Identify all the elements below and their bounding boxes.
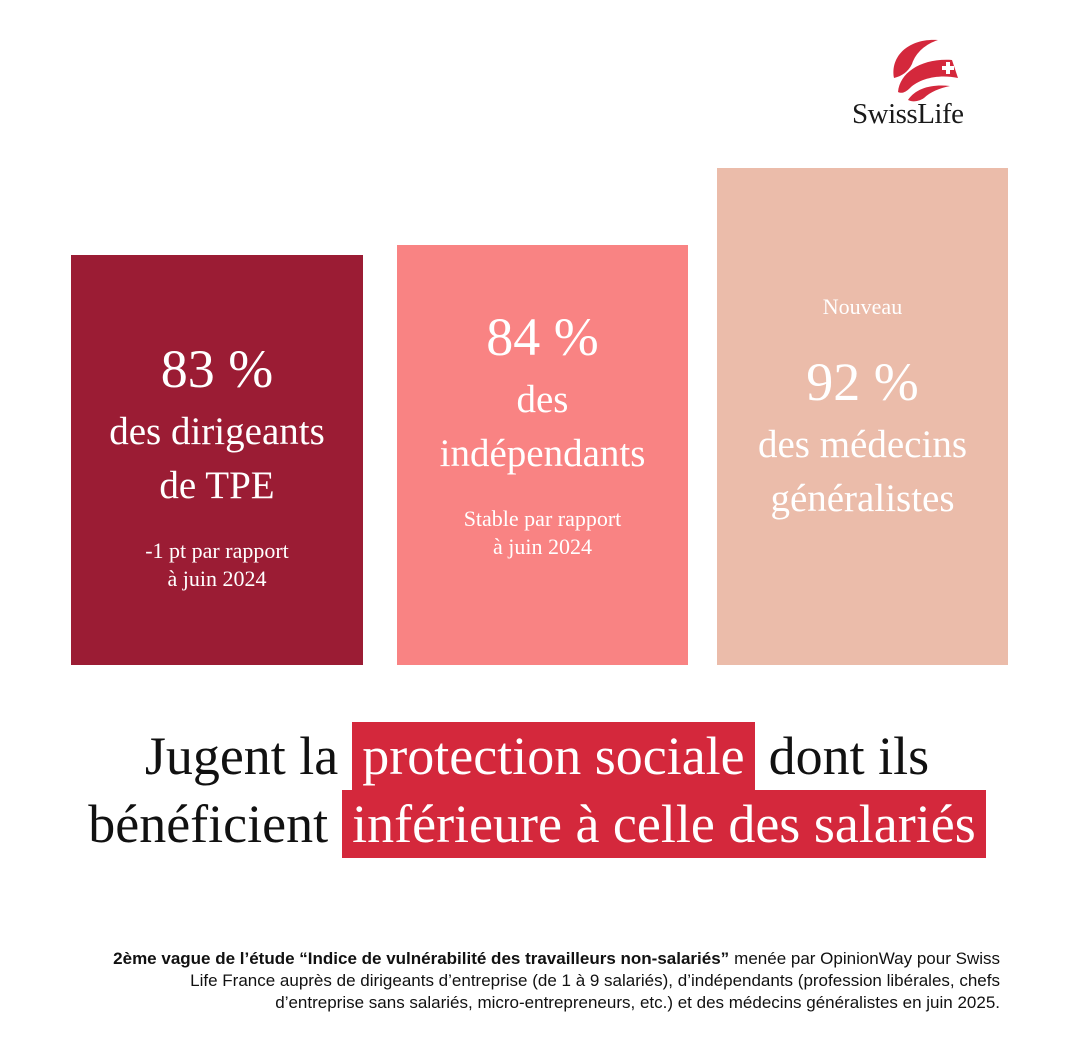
label-line: des médecins (757, 423, 967, 466)
card-note: Stable par rapport à juin 2024 (464, 505, 622, 561)
note-line: à juin 2024 (167, 566, 267, 591)
card-label: des indépendants (440, 373, 646, 481)
card-label: des médecins généralistes (758, 418, 967, 526)
card-value: 83 % (160, 339, 274, 399)
label-line: de TPE (159, 464, 275, 507)
footnote-text: menée par OpinionWay pour Swiss Life Fra… (190, 949, 1000, 1012)
headline-text: bénéficient (88, 794, 329, 854)
headline: Jugent la protection sociale dont ils bénéf… (0, 722, 1074, 858)
card-note: -1 pt par rapport à juin 2024 (145, 537, 289, 593)
label-line: des (516, 378, 569, 421)
headline-line: Jugent la protection sociale dont ils (0, 722, 1074, 790)
footnote-bold: 2ème vague de l’étude “Indice de vulnéra… (113, 949, 730, 968)
stat-card: 84 % des indépendants Stable par rapport à j… (397, 245, 688, 665)
footnote: 2ème vague de l’étude “Indice de vulnéra… (100, 948, 1000, 1014)
headline-text: Jugent la (144, 726, 339, 786)
card-tag: Nouveau (822, 294, 903, 319)
card-value: 84 % (486, 307, 599, 367)
logo-text: SwissLife (852, 98, 964, 130)
stat-card: Nouveau 92 % des médecins généralistes (717, 168, 1008, 665)
label-line: indépendants (439, 432, 646, 475)
headline-line: bénéficient inférieure à celle des salari… (0, 790, 1074, 858)
label-line: des dirigeants (109, 410, 325, 453)
note-line: à juin 2024 (492, 534, 592, 559)
headline-text: dont ils (768, 726, 930, 786)
logo-mark (893, 39, 958, 102)
note-line: Stable par rapport (463, 506, 622, 531)
stat-card: 83 % des dirigeants de TPE -1 pt par rappor… (71, 255, 363, 665)
headline-highlight: inférieure à celle des salariés (342, 790, 986, 858)
note-line: -1 pt par rapport (145, 538, 289, 563)
headline-highlight: protection sociale (352, 722, 755, 790)
card-label: des dirigeants de TPE (109, 405, 325, 513)
label-line: généralistes (770, 477, 955, 520)
card-value: 92 % (806, 352, 919, 412)
